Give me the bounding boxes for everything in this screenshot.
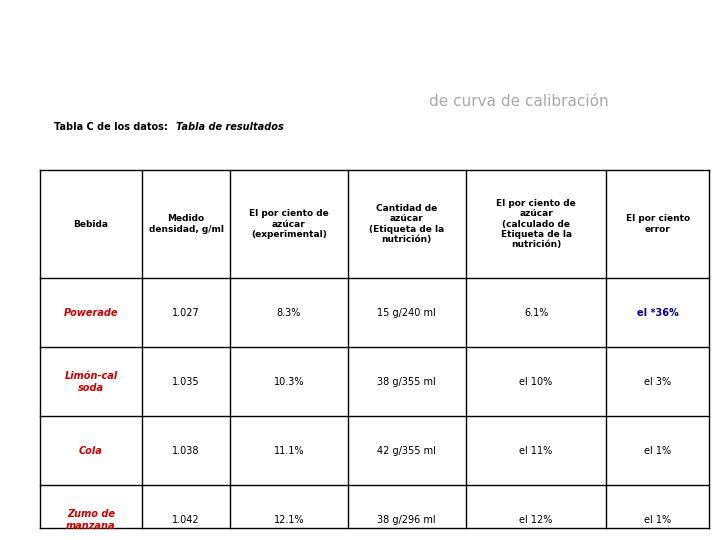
Text: 38 g/355 ml: 38 g/355 ml xyxy=(377,377,436,387)
Text: 1.042: 1.042 xyxy=(172,515,200,525)
Text: Tabla C de los datos:: Tabla C de los datos: xyxy=(54,122,175,132)
Text: el 1%: el 1% xyxy=(644,446,672,456)
Text: 42 g/355 ml: 42 g/355 ml xyxy=(377,446,436,456)
Text: 1.035: 1.035 xyxy=(172,377,200,387)
Text: el 12%: el 12% xyxy=(519,515,553,525)
Text: 1.027: 1.027 xyxy=(172,308,200,318)
Text: Cola: Cola xyxy=(79,446,103,456)
Text: Tabla de resultados: Tabla de resultados xyxy=(176,122,284,132)
Text: 1.038: 1.038 xyxy=(172,446,200,456)
Text: de curva de calibración: de curva de calibración xyxy=(428,94,608,110)
Text: Cantidad de
azúcar
(Etiqueta de la
nutrición): Cantidad de azúcar (Etiqueta de la nutri… xyxy=(369,204,444,244)
Text: el 1%: el 1% xyxy=(644,515,672,525)
Text: El por ciento de
azúcar
(experimental): El por ciento de azúcar (experimental) xyxy=(249,209,328,239)
Text: 8.3%: 8.3% xyxy=(276,308,301,318)
Text: 11.1%: 11.1% xyxy=(274,446,304,456)
Text: Zumo de
manzana: Zumo de manzana xyxy=(66,509,116,531)
Text: Bebida: Bebida xyxy=(73,220,109,228)
Text: 10.3%: 10.3% xyxy=(274,377,304,387)
Text: 6.1%: 6.1% xyxy=(524,308,549,318)
Text: El por ciento
error: El por ciento error xyxy=(626,214,690,234)
Text: Powerade: Powerade xyxy=(63,308,118,318)
Text: 38 g/296 ml: 38 g/296 ml xyxy=(377,515,436,525)
Text: Medido
densidad, g/ml: Medido densidad, g/ml xyxy=(148,214,224,234)
Text: el 3%: el 3% xyxy=(644,377,672,387)
Text: el 11%: el 11% xyxy=(519,446,553,456)
Text: El por ciento de
azúcar
(calculado de
Etiqueta de la
nutrición): El por ciento de azúcar (calculado de Et… xyxy=(496,199,576,249)
Text: 12.1%: 12.1% xyxy=(274,515,304,525)
Text: 15 g/240 ml: 15 g/240 ml xyxy=(377,308,436,318)
Text: Limón-cal
soda: Limón-cal soda xyxy=(64,371,117,393)
Text: el 10%: el 10% xyxy=(519,377,553,387)
Text: el *36%: el *36% xyxy=(637,308,679,318)
